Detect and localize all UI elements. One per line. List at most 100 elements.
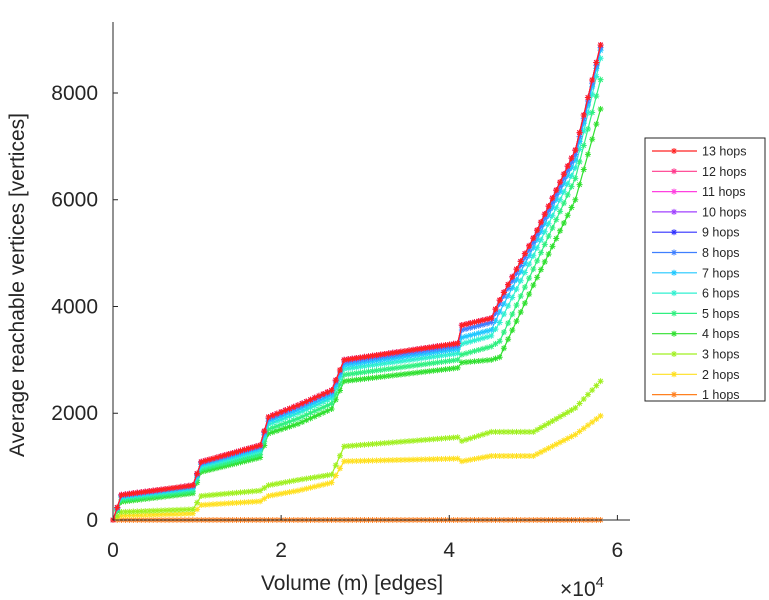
- data-point: [361, 363, 368, 370]
- data-point: [397, 456, 404, 463]
- data-point: [584, 422, 591, 429]
- data-point: [138, 512, 145, 519]
- data-point: [299, 405, 306, 412]
- data-point: [442, 342, 449, 349]
- data-point: [541, 258, 548, 265]
- data-point: [484, 344, 491, 351]
- data-point: [114, 512, 121, 519]
- legend-item: 1 hops: [652, 388, 740, 402]
- data-point: [564, 180, 571, 187]
- data-point: [422, 436, 429, 443]
- data-point: [549, 204, 556, 211]
- data-point: [122, 512, 129, 519]
- data-point: [517, 309, 524, 316]
- data-point: [311, 408, 318, 415]
- data-point: [118, 508, 125, 515]
- series-line: [112, 47, 602, 521]
- data-point: [488, 343, 495, 350]
- legend-item: 11 hops: [652, 185, 746, 199]
- data-point: [492, 306, 499, 313]
- legend-label: 4 hops: [702, 327, 740, 341]
- data-point: [560, 171, 567, 178]
- data-point: [225, 500, 232, 507]
- data-point: [341, 443, 348, 450]
- data-point: [257, 451, 264, 458]
- data-point: [530, 235, 537, 242]
- data-point: [315, 411, 322, 418]
- data-point: [261, 438, 268, 445]
- data-point: [307, 484, 314, 491]
- data-point: [290, 408, 297, 415]
- data-point: [341, 378, 348, 385]
- data-point: [206, 501, 213, 508]
- data-point: [328, 471, 335, 478]
- data-point: [434, 456, 441, 463]
- data-point: [442, 455, 449, 462]
- data-point: [463, 321, 470, 328]
- data-point: [221, 490, 228, 497]
- data-point: [541, 241, 548, 248]
- data-point: [475, 322, 482, 329]
- data-point: [584, 126, 591, 133]
- data-point: [593, 59, 600, 66]
- data-point: [185, 510, 192, 517]
- data-point: [534, 257, 541, 264]
- data-point: [545, 251, 552, 258]
- data-point: [311, 394, 318, 401]
- x-tick-label: 4: [443, 539, 455, 562]
- data-point: [401, 363, 408, 370]
- data-point: [513, 266, 520, 273]
- data-point: [505, 336, 512, 343]
- data-point: [265, 421, 272, 428]
- data-point: [576, 138, 583, 145]
- data-point: [564, 191, 571, 198]
- data-point: [450, 351, 457, 358]
- data-point: [541, 220, 548, 227]
- data-point: [492, 355, 499, 362]
- data-point: [442, 366, 449, 373]
- data-point: [269, 492, 276, 499]
- data-point: [286, 489, 293, 496]
- data-point: [545, 203, 552, 210]
- legend-marker: [671, 310, 677, 317]
- data-point: [430, 343, 437, 350]
- data-point: [299, 400, 306, 407]
- data-point: [500, 293, 507, 300]
- data-point: [397, 371, 404, 378]
- data-point: [426, 360, 433, 367]
- data-point: [134, 512, 141, 519]
- data-point: [549, 418, 556, 425]
- data-point: [257, 498, 264, 505]
- data-point: [290, 477, 297, 484]
- data-point: [241, 455, 248, 462]
- data-point: [261, 442, 268, 449]
- legend-label: 13 hops: [702, 145, 746, 159]
- x-tick-label: 0: [107, 539, 119, 562]
- data-point: [373, 352, 380, 359]
- data-point: [294, 410, 301, 417]
- data-point: [414, 456, 421, 463]
- data-point: [537, 236, 544, 243]
- y-tick-label: 2000: [51, 402, 98, 425]
- data-point: [418, 361, 425, 368]
- data-point: [458, 359, 465, 366]
- data-point: [381, 457, 388, 464]
- data-point: [365, 353, 372, 360]
- data-point: [572, 175, 579, 182]
- data-point: [446, 347, 453, 354]
- data-point: [381, 440, 388, 447]
- data-point: [406, 456, 413, 463]
- data-point: [572, 151, 579, 158]
- data-point: [162, 486, 169, 493]
- data-point: [332, 396, 339, 403]
- data-point: [181, 483, 188, 490]
- data-point: [509, 452, 516, 459]
- data-point: [328, 395, 335, 402]
- data-point: [479, 357, 486, 364]
- data-point: [357, 359, 364, 366]
- data-point: [299, 419, 306, 426]
- data-point: [467, 324, 474, 331]
- data-point: [269, 424, 276, 431]
- x-tick-label: 6: [612, 539, 624, 562]
- data-point: [479, 335, 486, 342]
